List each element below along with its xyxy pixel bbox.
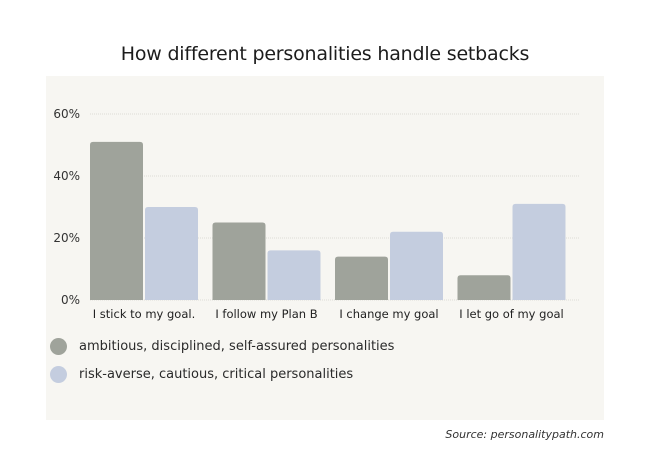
legend-swatch-ambitious bbox=[50, 338, 67, 355]
chart-title: How different personalities handle setba… bbox=[120, 43, 530, 65]
y-tick-label: 0% bbox=[61, 293, 80, 307]
x-tick-label: I follow my Plan B bbox=[215, 307, 317, 321]
bar-risk-averse bbox=[267, 250, 321, 300]
legend-item-risk-averse: risk-averse, cautious, critical personal… bbox=[50, 366, 353, 383]
y-tick-label: 40% bbox=[53, 169, 80, 183]
bar-ambitious bbox=[90, 141, 143, 300]
legend-label: ambitious, disciplined, self-assured per… bbox=[79, 339, 395, 354]
legend-label: risk-averse, cautious, critical personal… bbox=[79, 367, 354, 382]
bar-ambitious bbox=[212, 222, 266, 300]
source-note: Source: personalitypath.com bbox=[445, 428, 604, 441]
y-tick-label: 60% bbox=[53, 107, 80, 121]
x-tick-label: I stick to my goal. bbox=[93, 307, 195, 321]
legend-swatch-risk-averse bbox=[50, 366, 67, 383]
x-tick-label: I let go of my goal bbox=[459, 307, 563, 321]
bar-risk-averse bbox=[145, 207, 198, 300]
bar-risk-averse bbox=[512, 203, 566, 300]
bar-ambitious bbox=[335, 256, 388, 300]
legend-item-ambitious: ambitious, disciplined, self-assured per… bbox=[50, 338, 394, 355]
bar-ambitious bbox=[457, 275, 511, 300]
bar-risk-averse bbox=[390, 231, 443, 300]
y-tick-label: 20% bbox=[53, 231, 80, 245]
x-tick-label: I change my goal bbox=[339, 307, 438, 321]
